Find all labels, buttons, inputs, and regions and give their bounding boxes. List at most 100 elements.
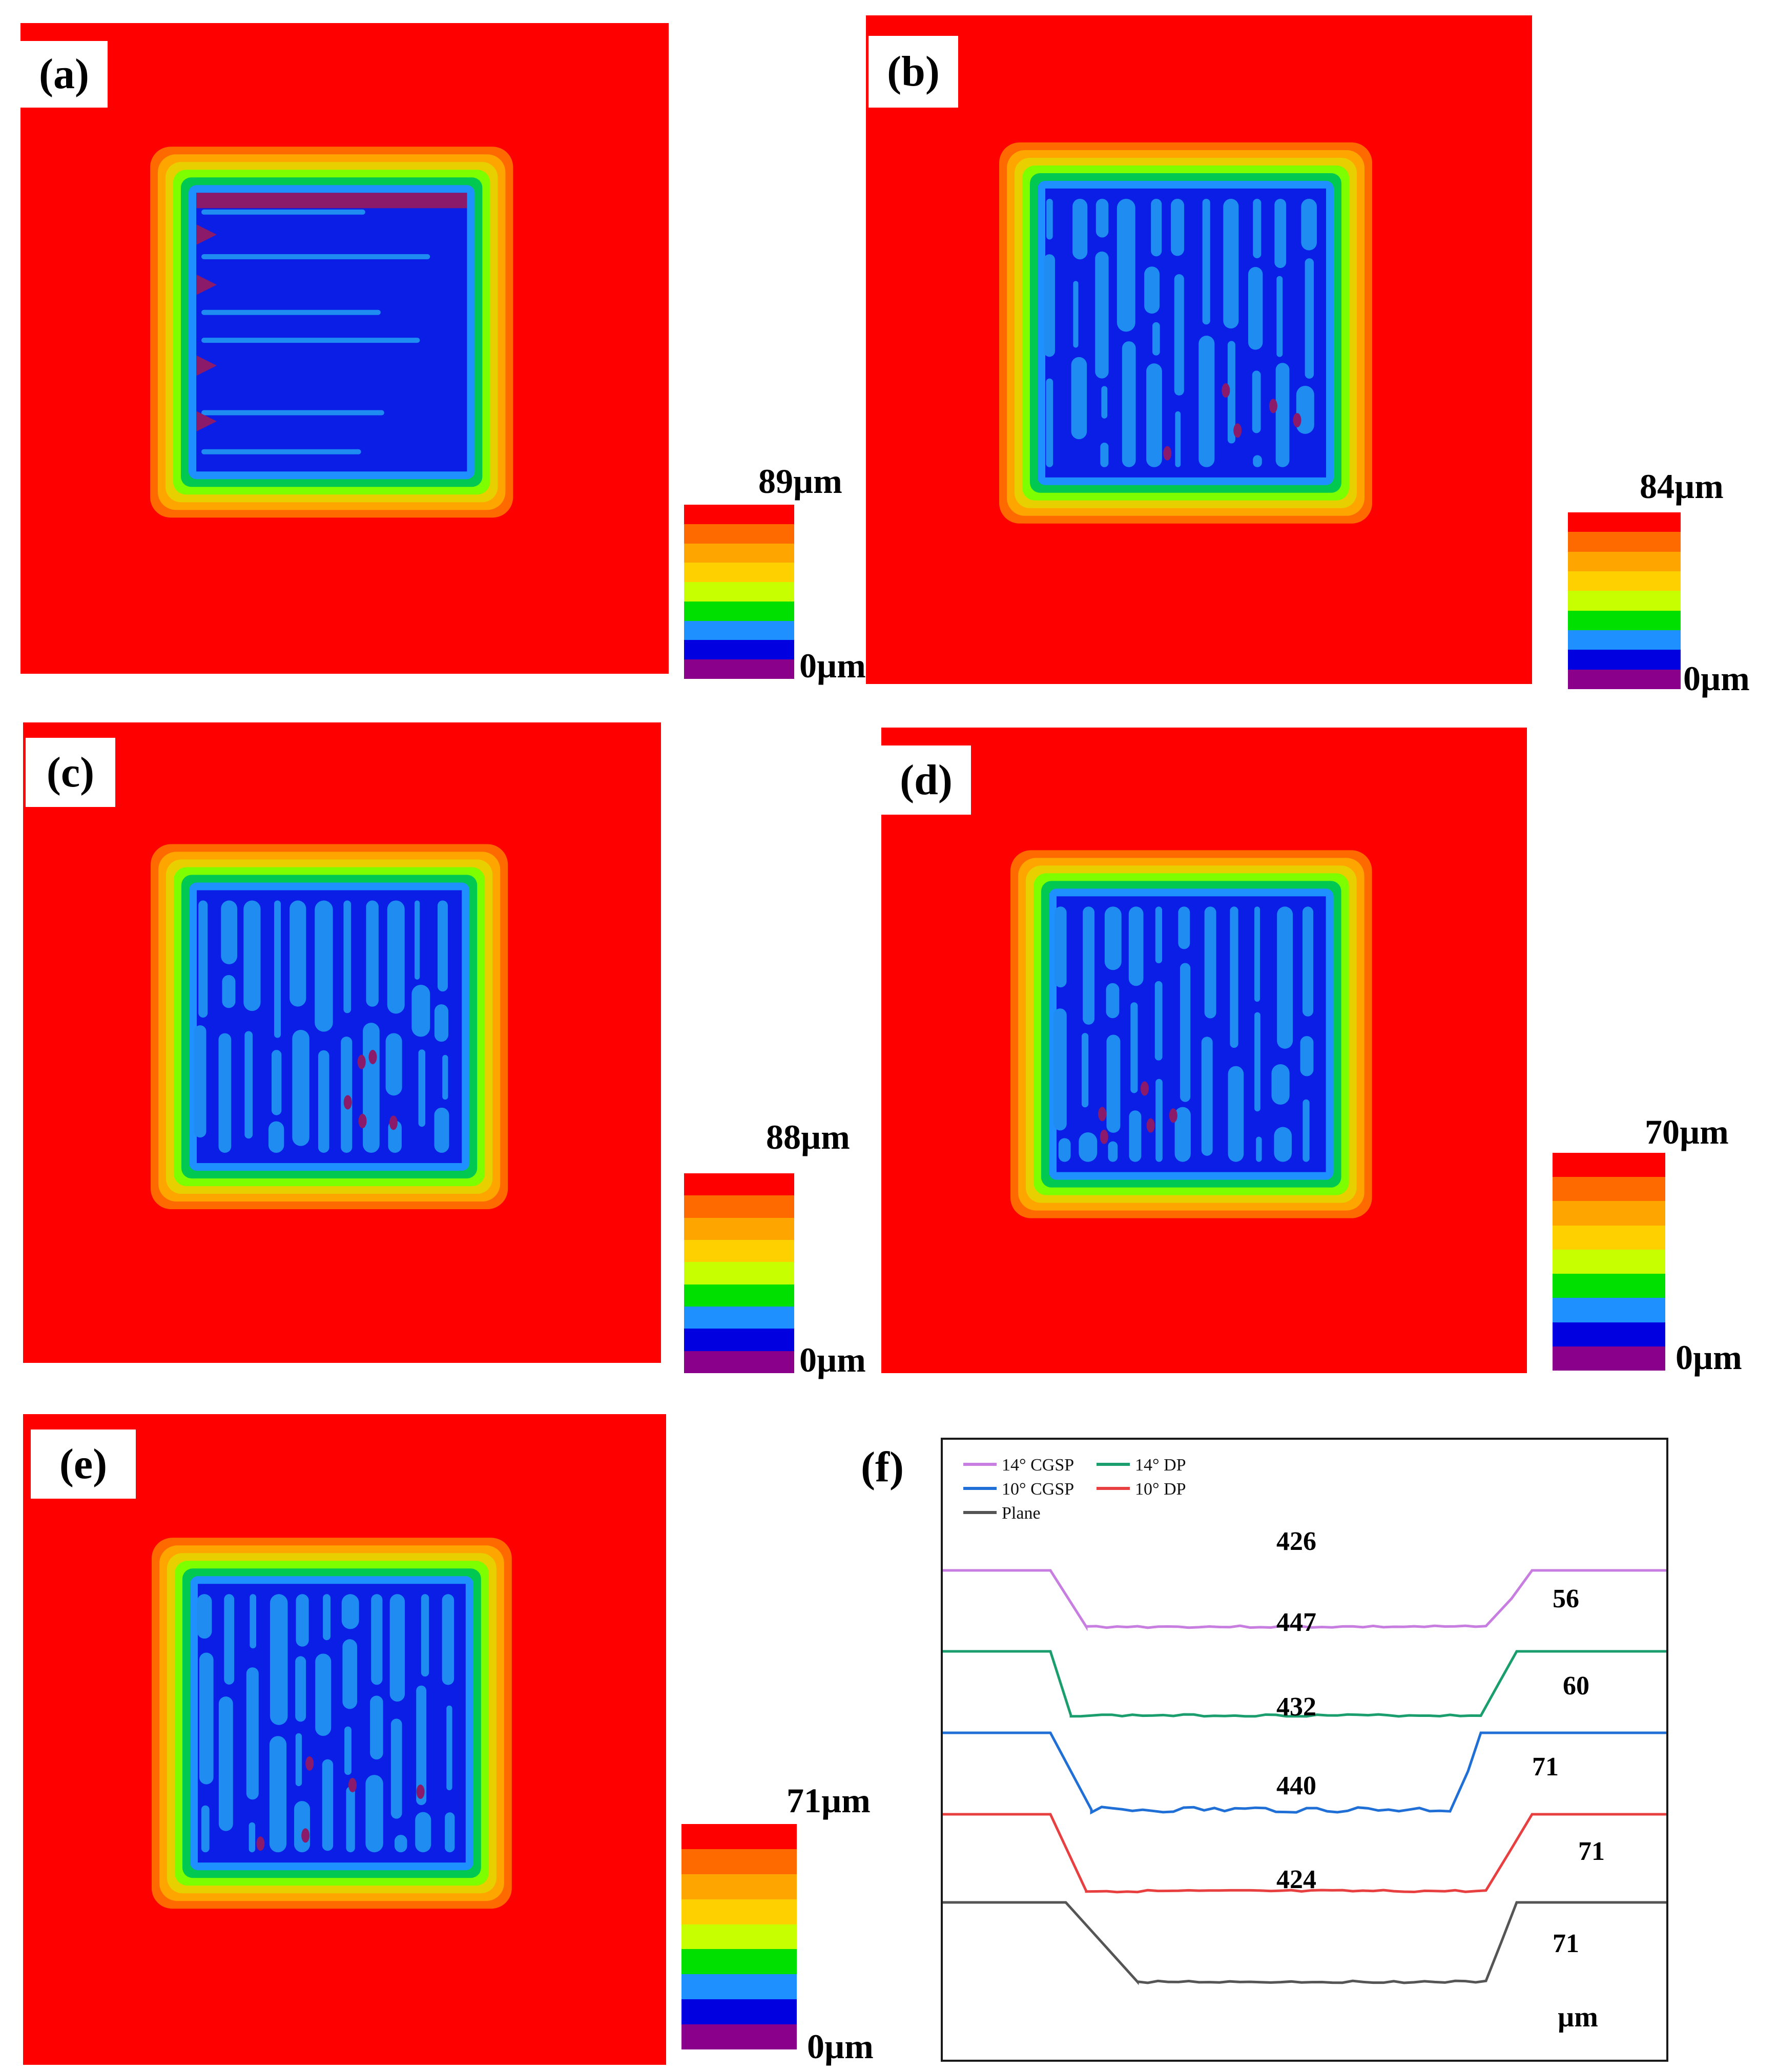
scale-max-a: 89µm [758, 462, 842, 501]
map-stripe [434, 1107, 449, 1153]
map-stripe [365, 1775, 383, 1853]
map-stripe [1227, 341, 1235, 444]
map-stripe [1155, 906, 1163, 964]
colorbar-band [684, 659, 794, 679]
profile-line [943, 1731, 1666, 1815]
colorbar-band [1568, 551, 1681, 571]
height-map-e [23, 1414, 666, 2065]
map-defect [1269, 399, 1277, 413]
map-stripe [1095, 251, 1109, 379]
colorbar-band [681, 1824, 797, 1849]
map-stripe [270, 1594, 288, 1725]
map-stripe [1178, 906, 1190, 949]
colorbar-band [684, 563, 794, 583]
profile-chart-svg: 14° CGSP 10° CGSP 14° DP 10° DP Plane 426 56 44… [943, 1456, 1666, 2033]
map-defect [389, 1115, 398, 1130]
height-map-c-svg [23, 722, 661, 1363]
height-map-d-svg [881, 728, 1527, 1373]
scale-min-d: 0µm [1676, 1338, 1742, 1377]
colorbar-band [1568, 571, 1681, 591]
height-map-b [866, 15, 1532, 684]
map-defect [1098, 1107, 1107, 1122]
map-defect [358, 1113, 367, 1128]
map-stripe [1129, 1110, 1142, 1162]
map-stripe [268, 1121, 284, 1153]
scale-min-e: 0µm [807, 2027, 874, 2066]
map-defect [301, 1828, 310, 1843]
map-stripe [197, 1594, 212, 1639]
map-stripe [1223, 198, 1239, 329]
colorbar-band [681, 1974, 797, 2000]
map-defect [1100, 1129, 1108, 1144]
map-stripe [221, 900, 237, 965]
colorbar-band [1553, 1249, 1665, 1274]
map-stripe [201, 254, 430, 259]
map-defect [343, 1095, 352, 1110]
map-stripe [390, 1718, 402, 1819]
map-stripe [1081, 1033, 1089, 1108]
panel-label-a: (a) [20, 41, 108, 108]
colorbar-band [684, 620, 794, 640]
map-stripe [371, 1594, 383, 1685]
map-stripe [389, 1594, 405, 1702]
map-stripe [274, 900, 281, 1038]
map-stripe [446, 1705, 452, 1791]
colorbar-b [1568, 512, 1681, 689]
profile-line [943, 1813, 1666, 1894]
map-stripe [1171, 198, 1184, 256]
map-stripe [415, 900, 420, 980]
colorbar-band [684, 1306, 794, 1329]
legend-label: 14° CGSP [1002, 1456, 1074, 1475]
colorbar-band [684, 1351, 794, 1373]
colorbar-band [1568, 512, 1681, 532]
map-defect [1222, 383, 1230, 398]
scale-max-c: 88µm [766, 1117, 850, 1156]
map-stripe [290, 900, 306, 1007]
map-defect [196, 355, 217, 376]
scale-max-e: 71µm [787, 1781, 871, 1820]
scale-min-b: 0µm [1683, 659, 1750, 698]
panel-label-c: (c) [26, 738, 115, 807]
colorbar-band [1568, 630, 1681, 650]
map-stripe [411, 984, 430, 1037]
map-stripe [272, 1050, 282, 1115]
map-defect [368, 1050, 377, 1065]
map-stripe [1117, 198, 1135, 332]
colorbar-band [1553, 1274, 1665, 1298]
colorbar-band [684, 582, 794, 602]
map-stripe [1046, 198, 1053, 240]
map-defect [357, 1054, 366, 1069]
map-stripe [249, 1822, 256, 1853]
map-stripe [387, 900, 405, 1014]
panel-label-f: (f) [861, 1443, 904, 1491]
scale-min-a: 0µm [799, 646, 866, 685]
legend-label: Plane [1002, 1504, 1041, 1523]
map-stripe [1174, 274, 1184, 396]
width-label: 424 [1276, 1865, 1316, 1894]
map-stripe [344, 1726, 352, 1775]
profile-line [943, 1650, 1666, 1718]
map-stripe [1180, 963, 1191, 1102]
colorbar-d [1553, 1153, 1665, 1371]
colorbar-band [1568, 610, 1681, 630]
map-stripe [296, 1594, 309, 1647]
map-stripe [322, 1759, 334, 1851]
map-stripe [1198, 336, 1215, 467]
colorbar-band [1553, 1298, 1665, 1322]
depth-label: 60 [1563, 1671, 1589, 1701]
map-stripe [1248, 267, 1263, 350]
map-stripe [201, 410, 384, 416]
map-stripe [1151, 198, 1162, 257]
height-map-d [881, 728, 1527, 1373]
depth-label: 71 [1532, 1752, 1559, 1781]
scale-min-c: 0µm [799, 1340, 866, 1379]
map-defect [256, 1836, 265, 1851]
map-stripe [250, 1594, 257, 1649]
colorbar-band [684, 1262, 794, 1284]
map-stripe [1083, 906, 1095, 1025]
map-stripe [1276, 276, 1283, 357]
colorbar-band [1553, 1225, 1665, 1250]
map-stripe [1053, 1008, 1067, 1131]
map-stripe [434, 1004, 448, 1042]
